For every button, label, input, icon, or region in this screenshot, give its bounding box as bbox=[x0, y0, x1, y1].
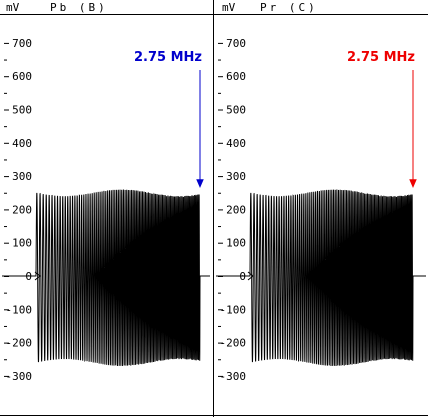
unit-label-pb: mV bbox=[6, 1, 20, 14]
y-tick-label: -300 bbox=[6, 370, 33, 383]
y-tick-label: 300 bbox=[12, 170, 32, 183]
y-tick-label: 300 bbox=[226, 170, 246, 183]
y-tick-label: 200 bbox=[12, 203, 32, 216]
zero-level-marker bbox=[34, 271, 41, 281]
y-tick-label: 400 bbox=[226, 137, 246, 150]
y-tick-label: 500 bbox=[226, 104, 246, 117]
y-tick-label: -200 bbox=[6, 337, 33, 350]
y-tick-label: 500 bbox=[12, 104, 32, 117]
y-tick-label: 600 bbox=[226, 70, 246, 83]
y-tick-label: -100 bbox=[6, 303, 33, 316]
y-tick-label: -200 bbox=[220, 337, 247, 350]
y-tick-label: 700 bbox=[12, 37, 32, 50]
y-tick-label: 100 bbox=[12, 237, 32, 250]
y-tick-label: -300 bbox=[220, 370, 247, 383]
waveform-series bbox=[216, 189, 426, 367]
annotation-arrow-head bbox=[196, 179, 204, 189]
y-tick-label: 700 bbox=[226, 37, 246, 50]
unit-label-pr: mV bbox=[222, 1, 236, 14]
waveform-series bbox=[2, 189, 210, 367]
channel-title-pb: Pb (B) bbox=[50, 1, 108, 14]
y-tick-label: 200 bbox=[226, 203, 246, 216]
zero-level-marker bbox=[247, 271, 254, 281]
frequency-annotation: 2.75 MHz bbox=[347, 50, 415, 65]
channel-title-pr: Pr (C) bbox=[260, 1, 318, 14]
y-tick-label: 400 bbox=[12, 137, 32, 150]
frequency-annotation: 2.75 MHz bbox=[134, 50, 202, 65]
y-tick-label: -100 bbox=[220, 303, 247, 316]
annotation-arrow-head bbox=[409, 179, 417, 189]
panel-pr: mV Pr (C) 7006005004003002001000-100-200… bbox=[216, 1, 426, 383]
panel-pb: mV Pb (B) 7006005004003002001000-100-200… bbox=[2, 1, 210, 383]
y-tick-label: 600 bbox=[12, 70, 32, 83]
y-tick-label: 100 bbox=[226, 237, 246, 250]
